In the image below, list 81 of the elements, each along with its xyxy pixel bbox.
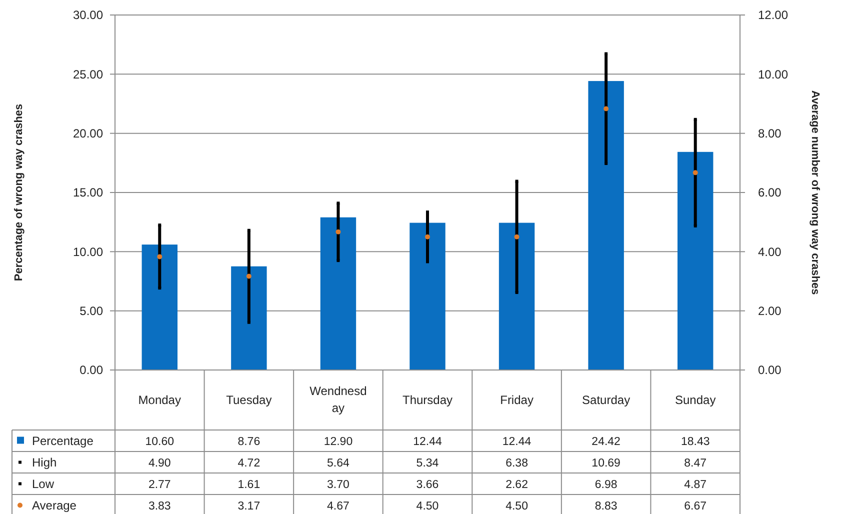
x-tick-label: Tuesday — [226, 393, 272, 407]
data-label: 12.44 — [413, 436, 442, 448]
point — [158, 286, 162, 290]
y-axis-title: Percentage of wrong way crashes — [13, 104, 25, 282]
y2-tick-label: 10.00 — [758, 67, 788, 82]
point — [336, 229, 341, 234]
x-tick-label: Friday — [500, 393, 534, 407]
point — [604, 106, 609, 112]
point — [694, 118, 697, 121]
data-label: 4.67 — [327, 500, 350, 512]
legend-label: Average — [32, 498, 77, 512]
point — [336, 259, 340, 262]
data-label: 10.60 — [145, 436, 174, 448]
bar — [678, 152, 714, 370]
x-tick-label: Monday — [138, 393, 181, 407]
point — [247, 320, 250, 324]
y2-tick-label: 0.00 — [758, 363, 782, 378]
legend-label: High — [32, 455, 57, 470]
point — [692, 170, 698, 176]
bar — [320, 217, 356, 370]
legend-label: Low — [32, 476, 54, 491]
legend-label: Percentage — [32, 434, 94, 448]
point — [246, 274, 252, 279]
data-label: 12.44 — [502, 436, 532, 448]
data-label: 3.83 — [148, 500, 171, 512]
x-tick-label: Thursday — [402, 393, 453, 407]
y2-tick-label: 8.00 — [758, 126, 782, 141]
data-label: 6.38 — [506, 457, 528, 470]
data-label: 18.43 — [680, 436, 710, 448]
bar — [588, 81, 624, 370]
point — [336, 202, 340, 205]
y-tick-label: 15.00 — [72, 186, 104, 200]
y2-axis-title: Average number of wrong way crashes — [809, 90, 821, 295]
y2-tick-label: 4.00 — [758, 244, 782, 259]
point — [158, 224, 162, 227]
y-tick-label: 20.00 — [72, 126, 104, 141]
data-label: 4.90 — [148, 457, 171, 470]
point — [514, 234, 520, 240]
data-label: 12.90 — [324, 436, 353, 448]
data-label: 24.42 — [592, 436, 620, 448]
x-tick-label: Saturday — [582, 393, 630, 407]
point — [694, 224, 697, 228]
data-label: 1.61 — [238, 478, 260, 491]
x-tick-label: Sunday — [675, 393, 716, 407]
y-tick-label: 0.00 — [80, 363, 104, 378]
point — [425, 234, 430, 240]
y2-tick-label: 6.00 — [758, 186, 782, 200]
data-label: 4.50 — [506, 500, 528, 512]
y-tick-label: 25.00 — [72, 67, 104, 82]
point — [157, 254, 162, 260]
data-label: 2.77 — [148, 478, 171, 491]
data-label: 3.66 — [416, 478, 439, 491]
data-label: 10.69 — [592, 457, 620, 470]
data-label: 5.34 — [416, 457, 440, 470]
y2-tick-label: 12.00 — [758, 8, 788, 22]
data-label: 3.70 — [327, 478, 350, 491]
data-label: 4.50 — [416, 500, 439, 512]
bar — [410, 222, 446, 370]
data-label: 3.17 — [238, 500, 260, 512]
bar — [231, 266, 267, 370]
point — [515, 180, 518, 183]
data-label: 8.47 — [684, 457, 707, 470]
bar — [142, 244, 178, 370]
y2-tick-label: 2.00 — [758, 304, 782, 318]
y-tick-label: 30.00 — [72, 8, 104, 22]
data-label: 4.72 — [238, 457, 260, 470]
x-tick-label: Wendnesday — [310, 384, 367, 415]
data-label: 6.67 — [684, 500, 707, 512]
point — [247, 228, 250, 232]
bar — [498, 222, 535, 370]
data-label: 6.98 — [594, 478, 618, 491]
point — [604, 52, 608, 56]
data-label: 5.64 — [327, 457, 350, 470]
y-tick-label: 5.00 — [80, 304, 104, 318]
data-label: 8.76 — [238, 436, 260, 448]
point — [515, 290, 518, 294]
point — [604, 162, 608, 166]
y-tick-label: 10.00 — [72, 244, 104, 259]
data-label: 2.62 — [506, 478, 528, 491]
data-label: 4.87 — [684, 478, 707, 491]
data-label: 8.83 — [594, 500, 618, 512]
